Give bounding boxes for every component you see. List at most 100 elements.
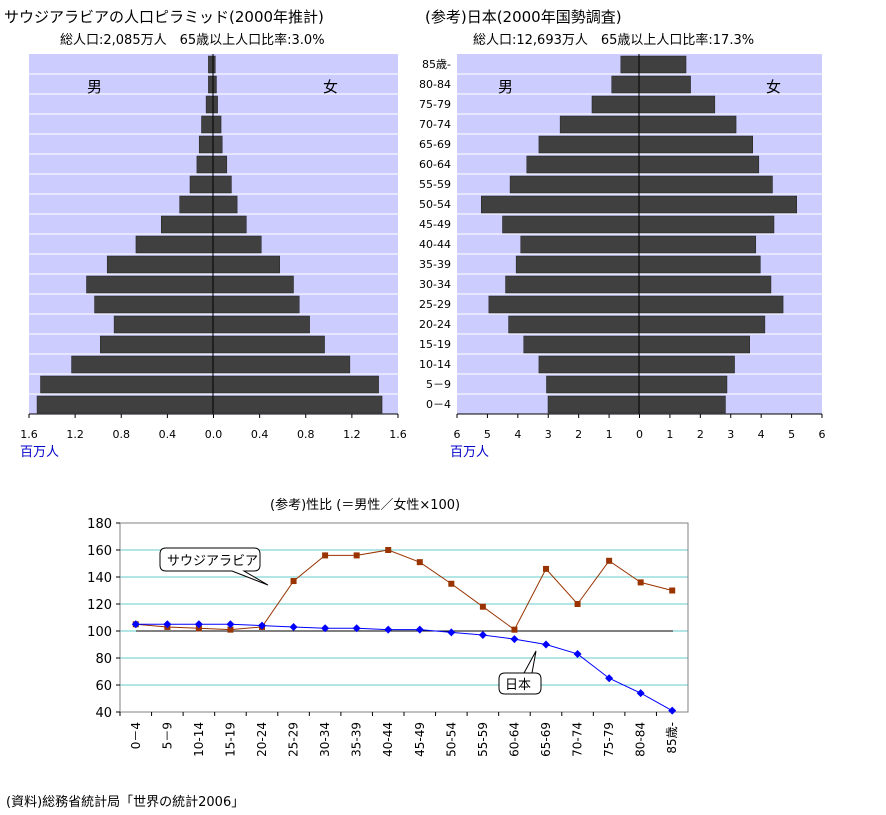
p1-x-tick-label: 1.2 (66, 428, 84, 441)
p1-x-tick-label: 1.2 (343, 428, 361, 441)
p2-age-label: 45-49 (419, 218, 451, 231)
saudi-sex-ratio-point (448, 580, 455, 587)
p2-female-bar-80-84 (638, 75, 691, 94)
saudi-sex-ratio-line (135, 549, 673, 631)
p2-x-tick-label: 6 (819, 428, 826, 441)
p2-female-bar-0-4 (638, 395, 726, 414)
p1-male-bar-70-74 (201, 115, 214, 134)
p2-male-bar-40-44 (520, 235, 640, 254)
saudi-sex-ratio-point (511, 626, 518, 633)
p1-male-bar-20-24 (113, 315, 214, 334)
p2-male-bar-50-54 (481, 195, 640, 214)
p2-x-tick-label: 1 (666, 428, 673, 441)
p1-female-bar-0-4 (212, 395, 383, 414)
p2-male-bar-45-49 (502, 215, 640, 234)
p1-x-tick-label: 0.4 (159, 428, 177, 441)
p1-male-bar-30-34 (86, 275, 214, 294)
p2-female-bar-65-69 (638, 135, 753, 154)
japan-sex-ratio-point (194, 620, 203, 629)
saudi-sex-ratio-point (353, 552, 360, 559)
p2-female-bar-25-29 (638, 295, 784, 314)
japan-subtitle: 総人口:12,693万人 65歳以上人口比率:17.3% (473, 32, 754, 48)
japan-sex-ratio-point (478, 631, 487, 640)
p1-female-bar-45-49 (212, 215, 247, 234)
p1-x-tick-label: 0.8 (297, 428, 315, 441)
p2-age-label: 30-34 (419, 278, 451, 291)
japan-sex-ratio-point (636, 689, 645, 698)
japan-sex-ratio-point (605, 674, 614, 683)
p1-male-bar-25-29 (94, 295, 214, 314)
sex-ratio-y-tick-label: 120 (87, 598, 112, 613)
saudi-sex-ratio-point (385, 547, 392, 553)
p2-age-label: 50-54 (419, 198, 451, 211)
japan-sex-ratio-point (321, 624, 330, 633)
p2-male-bar-15-19 (523, 335, 640, 354)
japan-sex-ratio-point (415, 625, 424, 634)
japan-sex-ratio-point (258, 621, 266, 630)
p1-x-tick-label: 0.8 (113, 428, 131, 441)
saudi-sex-ratio-point (227, 626, 234, 633)
p2-age-label: 55-59 (419, 178, 451, 191)
japan-female-label: 女 (766, 78, 781, 96)
sex-ratio-x-tick-label: 85歳- (665, 722, 679, 754)
p1-female-bar-30-34 (212, 275, 294, 294)
p2-x-tick-label: 1 (606, 428, 613, 441)
p1-x-tick-label: 0.0 (205, 428, 223, 441)
saudi-title: サウジアラビアの人口ピラミッド(2000年推計) (4, 8, 324, 26)
source-note: (資料)総務省統計局「世界の統計2006」 (6, 795, 245, 810)
p2-x-tick-label: 2 (575, 428, 582, 441)
p2-age-label: 5－9 (426, 378, 451, 391)
saudi-male-label: 男 (87, 78, 102, 96)
japan-male-label: 男 (498, 78, 513, 96)
p2-male-bar-30-34 (505, 275, 640, 294)
sex-ratio-x-tick-label: 35-39 (350, 722, 364, 757)
p2-female-bar-45-49 (638, 215, 775, 234)
p1-male-bar-5-9 (40, 375, 214, 394)
p2-male-bar-85- (620, 55, 640, 74)
p2-male-bar-75-79 (591, 95, 640, 114)
sex-ratio-x-tick-label: 65-69 (539, 722, 553, 757)
sex-ratio-x-tick-label: 80-84 (634, 722, 648, 757)
sex-ratio-x-tick-label: 40-44 (381, 722, 395, 757)
p1-female-bar-60-64 (212, 155, 228, 174)
p2-female-bar-85- (638, 55, 687, 74)
p2-x-tick-label: 5 (484, 428, 491, 441)
p2-age-label: 10-14 (419, 358, 451, 371)
sex-ratio-title: (参考)性比 (＝男性／女性×100) (270, 497, 460, 513)
sex-ratio-x-tick-label: 55-59 (476, 722, 490, 757)
p1-female-bar-10-14 (212, 355, 351, 374)
japan-pyramid: (参考)日本(2000年国勢調査) 総人口:12,693万人 65歳以上人口比率… (419, 8, 825, 460)
p1-male-bar-45-49 (161, 215, 214, 234)
p1-x-tick-label: 1.6 (389, 428, 407, 441)
sex-ratio-y-tick-label: 140 (87, 571, 112, 586)
p2-male-bar-70-74 (559, 115, 640, 134)
p1-male-bar-35-39 (106, 255, 214, 274)
p1-male-bar-55-59 (189, 175, 214, 194)
sex-ratio-x-tick-label: 50-54 (444, 722, 458, 757)
p2-female-bar-50-54 (638, 195, 797, 214)
p2-female-bar-75-79 (638, 95, 716, 114)
p1-female-bar-55-59 (212, 175, 232, 194)
p1-female-bar-40-44 (212, 235, 262, 254)
p2-male-bar-80-84 (611, 75, 640, 94)
p1-female-bar-50-54 (212, 195, 238, 214)
p2-x-tick-label: 2 (697, 428, 704, 441)
p2-female-bar-20-24 (638, 315, 766, 334)
p2-female-bar-10-14 (638, 355, 735, 374)
sex-ratio-x-tick-label: 0－4 (129, 722, 143, 749)
saudi-sex-ratio-point (195, 625, 202, 632)
p1-female-bar-75-79 (212, 95, 218, 114)
saudi-sex-ratio-point (574, 601, 581, 607)
p2-male-bar-65-69 (538, 135, 640, 154)
saudi-sex-ratio-point (637, 579, 644, 586)
japan-sex-ratio-point (384, 625, 393, 634)
p2-x-tick-label: 0 (636, 428, 643, 441)
japan-sex-ratio-point (289, 622, 298, 631)
p1-male-bar-65-69 (198, 135, 214, 154)
p1-female-bar-15-19 (212, 335, 325, 354)
p1-female-bar-5-9 (212, 375, 379, 394)
p2-male-bar-0-4 (547, 395, 640, 414)
p2-age-label: 15-19 (419, 338, 451, 351)
saudi-female-label: 女 (323, 78, 338, 96)
japan-unit-label: 百万人 (450, 445, 489, 460)
